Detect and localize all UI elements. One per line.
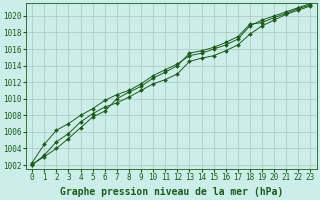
X-axis label: Graphe pression niveau de la mer (hPa): Graphe pression niveau de la mer (hPa)	[60, 186, 283, 197]
